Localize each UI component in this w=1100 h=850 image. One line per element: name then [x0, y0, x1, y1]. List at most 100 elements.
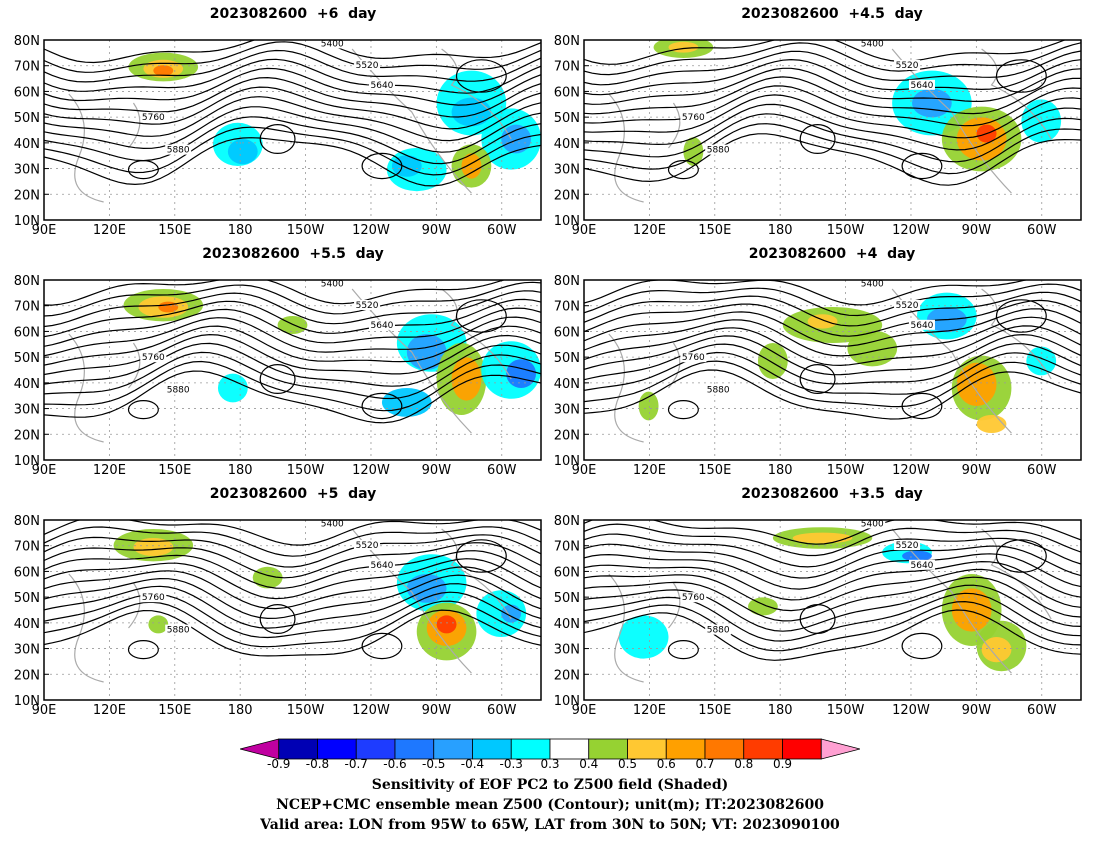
lon-tick-label: 90W: [422, 463, 452, 478]
lat-tick-label: 70N: [554, 300, 580, 315]
contour-label: 5400: [861, 279, 884, 289]
lat-tick-label: 40N: [554, 377, 580, 392]
lat-tick-label: 60N: [14, 85, 40, 100]
lat-tick-label: 20N: [14, 188, 40, 203]
colorbar: [240, 738, 860, 760]
contour-label: 5640: [371, 561, 394, 571]
lat-tick-label: 50N: [554, 591, 580, 606]
lon-tick-label: 120W: [892, 703, 930, 718]
lon-tick-label: 90W: [962, 223, 992, 238]
contour-label: 5760: [682, 113, 705, 123]
lat-tick-label: 70N: [14, 300, 40, 315]
lon-tick-label: 60W: [1027, 703, 1057, 718]
lat-tick-label: 30N: [14, 163, 40, 178]
colorbar-tick-label: -0.8: [305, 757, 330, 771]
lat-tick-label: 30N: [554, 643, 580, 658]
lat-tick-label: 50N: [554, 111, 580, 126]
lat-tick-label: 60N: [554, 325, 580, 340]
lon-tick-label: 120W: [352, 703, 390, 718]
colorbar-tick-label: 0.5: [617, 757, 638, 771]
lon-tick-label: 150E: [698, 463, 731, 478]
lat-tick-label: 40N: [554, 617, 580, 632]
contour-label: 5880: [167, 386, 190, 396]
caption-line-3: Valid area: LON from 95W to 65W, LAT fro…: [260, 817, 840, 833]
lon-tick-label: 180: [228, 703, 253, 718]
lon-tick-label: 150E: [158, 463, 191, 478]
colorbar-swatch: [355, 738, 396, 760]
lat-tick-label: 20N: [554, 428, 580, 443]
lon-tick-label: 120E: [93, 463, 126, 478]
caption-line-2: NCEP+CMC ensemble mean Z500 (Contour); u…: [276, 797, 824, 813]
colorbar-swatch: [394, 738, 435, 760]
lat-tick-label: 50N: [554, 351, 580, 366]
lon-tick-label: 180: [768, 703, 793, 718]
contour-label: 5520: [896, 301, 919, 311]
lon-tick-label: 120E: [93, 703, 126, 718]
lon-tick-label: 60W: [1027, 223, 1057, 238]
contour-label: 5640: [911, 81, 934, 91]
colorbar-swatch: [665, 738, 706, 760]
colorbar-swatch: [627, 738, 667, 760]
contour-label: 5400: [321, 519, 344, 529]
lat-tick-label: 10N: [14, 454, 40, 469]
lon-tick-label: 90E: [572, 703, 597, 718]
panel-title-2: 2023082600 +4.5 day: [741, 6, 923, 22]
map-panel-4: 5400 5520 5640 5760 5880 80N 70N 60N 50N 40N 30N 20…: [554, 274, 1082, 478]
colorbar-swatch: [820, 738, 860, 760]
colorbar-swatch: [240, 738, 280, 760]
lon-tick-label: 120E: [633, 703, 666, 718]
panel-title-5: 2023082600 +5 day: [209, 486, 377, 502]
lon-tick-label: 60W: [487, 703, 517, 718]
contour-label: 5640: [371, 81, 394, 91]
lat-tick-label: 80N: [554, 514, 580, 529]
lon-tick-label: 90E: [572, 223, 597, 238]
map-panel-2: 5400 5520 5640 5760 5880 80N 70N 60N 50N 40N 30N 20…: [554, 34, 1082, 238]
contour-label: 5520: [356, 61, 379, 71]
lat-tick-label: 60N: [554, 85, 580, 100]
lat-tick-label: 40N: [14, 377, 40, 392]
contour-label: 5880: [167, 626, 190, 636]
lon-tick-label: 150W: [827, 463, 865, 478]
lat-tick-label: 20N: [554, 188, 580, 203]
map-panel-1: 5400 5520 5640 5760 5880 80N 70N 60N 50N 40N 30N 20…: [14, 34, 542, 238]
caption-line-1: Sensitivity of EOF PC2 to Z500 field (Sh…: [371, 777, 729, 793]
contour-label: 5520: [356, 301, 379, 311]
lon-tick-label: 150E: [698, 703, 731, 718]
lon-tick-label: 60W: [487, 223, 517, 238]
lat-tick-label: 10N: [554, 454, 580, 469]
lat-tick-label: 10N: [554, 694, 580, 709]
lon-tick-label: 120W: [352, 463, 390, 478]
lon-tick-label: 90W: [962, 703, 992, 718]
colorbar-tick-label: -0.4: [460, 757, 485, 771]
lat-tick-label: 70N: [554, 540, 580, 555]
colorbar-tick-label: 0.3: [540, 757, 560, 771]
lat-tick-label: 80N: [14, 514, 40, 529]
colorbar-tick-label: -0.6: [383, 757, 407, 771]
colorbar-tick-label: -0.7: [344, 757, 368, 771]
colorbar-tick-label: -0.3: [499, 757, 523, 771]
colorbar-tick-label: -0.5: [422, 757, 446, 771]
lon-tick-label: 120E: [633, 463, 666, 478]
lon-tick-label: 120E: [633, 223, 666, 238]
lon-tick-label: 90E: [32, 463, 57, 478]
lon-tick-label: 150W: [287, 703, 325, 718]
colorbar-swatch: [433, 738, 473, 760]
lon-tick-label: 90W: [962, 463, 992, 478]
lat-tick-label: 40N: [554, 137, 580, 152]
colorbar-tick-label: 0.6: [656, 757, 676, 771]
lon-tick-label: 90W: [422, 223, 452, 238]
colorbar-swatch: [317, 738, 357, 760]
contour-label: 5640: [911, 561, 934, 571]
contour-label: 5640: [371, 321, 394, 331]
lon-tick-label: 150E: [158, 703, 191, 718]
lat-tick-label: 80N: [14, 34, 40, 49]
map-panel-3: 5400 5520 5640 5760 5880 80N 70N 60N 50N 40N 30N 20…: [14, 274, 542, 478]
colorbar-swatch: [743, 738, 783, 760]
lon-tick-label: 180: [228, 463, 253, 478]
colorbar-swatch: [704, 738, 745, 760]
contour-label: 5760: [682, 353, 705, 363]
colorbar-swatch: [549, 738, 590, 760]
lon-tick-label: 180: [768, 463, 793, 478]
lon-tick-label: 90W: [422, 703, 452, 718]
